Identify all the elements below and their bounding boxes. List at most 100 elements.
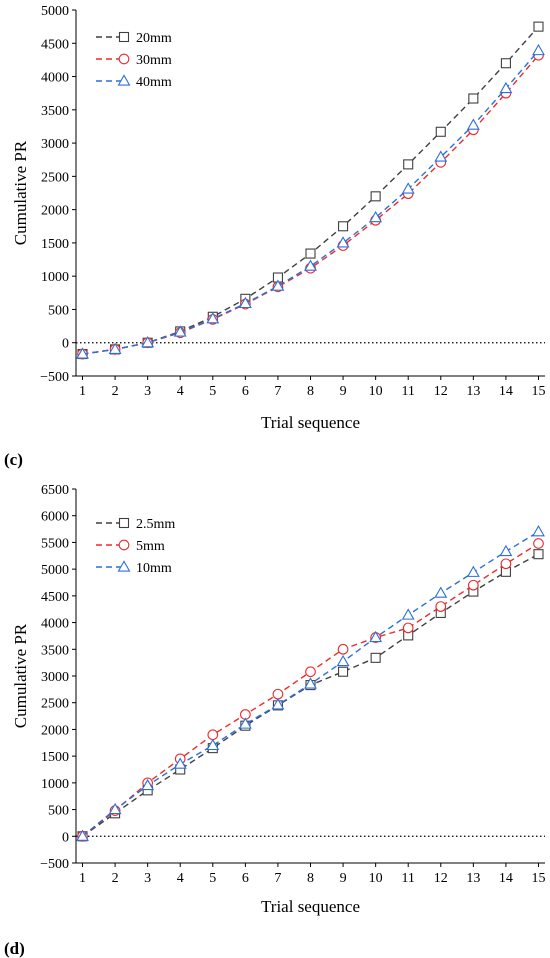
- x-tick-label: 11: [401, 384, 414, 399]
- data-point: [369, 630, 383, 643]
- x-tick-label: 1: [79, 384, 86, 399]
- x-tick-label: 8: [307, 871, 314, 886]
- data-point: [370, 652, 381, 663]
- x-tick-label: 5: [209, 871, 216, 886]
- data-point: [238, 296, 252, 309]
- y-tick-label: −500: [40, 857, 69, 872]
- data-point: [336, 236, 350, 248]
- x-tick-label: 7: [274, 871, 281, 886]
- x-tick-label: 2: [112, 871, 119, 886]
- y-tick-label: 6000: [41, 510, 69, 525]
- series-10mm: [76, 525, 545, 841]
- x-tick-label: 15: [531, 871, 545, 886]
- legend-label: 40mm: [136, 75, 172, 90]
- data-point: [108, 342, 122, 354]
- x-axis-title: Trial sequence: [261, 413, 360, 432]
- y-tick-label: −500: [40, 370, 69, 385]
- y-tick-label: 0: [62, 830, 69, 845]
- data-point: [206, 312, 220, 324]
- data-point: [338, 666, 349, 677]
- data-point: [76, 347, 89, 359]
- y-tick-label: 5500: [41, 536, 69, 551]
- data-point: [271, 698, 285, 710]
- data-point: [402, 622, 414, 634]
- y-tick-label: 2000: [41, 204, 69, 219]
- x-tick-label: 3: [144, 871, 151, 886]
- x-tick-label: 1: [79, 871, 86, 886]
- chart-panel-d: −500050010001500200025003000350040004500…: [4, 483, 545, 958]
- x-tick-label: 10: [369, 871, 383, 886]
- x-tick-label: 10: [369, 384, 383, 399]
- data-point: [173, 757, 187, 769]
- x-tick-label: 14: [499, 871, 513, 886]
- y-tick-label: 500: [48, 303, 69, 318]
- y-tick-label: 4500: [41, 590, 69, 605]
- data-point: [435, 126, 446, 137]
- x-tick-label: 7: [274, 384, 281, 399]
- legend-label: 5mm: [136, 539, 165, 554]
- chart-panel-c: −500050010001500200025003000350040004500…: [4, 4, 545, 469]
- x-tick-label: 2: [112, 384, 119, 399]
- legend-marker: [118, 539, 130, 551]
- legend-label: 30mm: [136, 53, 172, 68]
- legend-label: 20mm: [136, 31, 172, 46]
- y-tick-label: 2000: [41, 723, 69, 738]
- panel-label: (d): [4, 939, 25, 958]
- legend-marker: [117, 560, 131, 572]
- x-tick-label: 3: [144, 384, 151, 399]
- x-tick-label: 8: [307, 384, 314, 399]
- legend-marker: [118, 53, 130, 65]
- x-tick-label: 4: [177, 871, 184, 886]
- x-tick-label: 12: [434, 384, 448, 399]
- x-tick-label: 4: [177, 384, 184, 399]
- data-point: [305, 666, 316, 678]
- y-tick-label: 1000: [41, 270, 69, 285]
- y-tick-label: 500: [48, 804, 69, 819]
- x-tick-label: 6: [242, 384, 249, 399]
- y-tick-label: 5000: [41, 4, 69, 19]
- data-point: [468, 93, 479, 104]
- data-point: [500, 58, 511, 69]
- data-point: [337, 643, 349, 655]
- legend: 2.5mm 5mm 10mm: [96, 517, 175, 576]
- data-point: [304, 677, 317, 689]
- data-point: [434, 586, 448, 598]
- data-point: [499, 544, 513, 557]
- legend-label: 10mm: [136, 561, 172, 576]
- series-40mm: [76, 43, 545, 359]
- legend-marker: [118, 31, 130, 43]
- x-tick-label: 6: [242, 871, 249, 886]
- data-point: [533, 21, 544, 32]
- data-point: [304, 259, 317, 271]
- data-point: [305, 248, 316, 259]
- series-2.5mm: [77, 549, 544, 842]
- y-tick-label: 1500: [41, 237, 69, 252]
- y-tick-label: 4000: [41, 617, 69, 632]
- x-tick-label: 11: [401, 871, 414, 886]
- y-axis-title: Cumulative PR: [11, 140, 30, 245]
- y-tick-label: 1500: [41, 750, 69, 765]
- data-point: [499, 81, 513, 94]
- data-point: [173, 325, 187, 337]
- data-point: [207, 729, 219, 741]
- data-point: [238, 717, 252, 729]
- y-tick-label: 3000: [41, 670, 69, 685]
- y-tick-label: 4500: [41, 37, 69, 52]
- data-point: [532, 525, 545, 537]
- panel-label: (c): [4, 450, 23, 469]
- y-tick-label: 3500: [41, 104, 69, 119]
- legend-marker: [117, 74, 131, 86]
- data-point: [271, 279, 285, 291]
- data-point: [533, 538, 544, 549]
- data-point: [272, 688, 284, 700]
- y-tick-label: 3000: [41, 137, 69, 152]
- data-point: [467, 579, 479, 591]
- y-axis-title: Cumulative PR: [11, 623, 30, 728]
- data-point: [108, 802, 122, 815]
- legend: 20mm 30mm 40mm: [96, 31, 172, 90]
- y-tick-label: 3500: [41, 643, 69, 658]
- data-point: [466, 565, 480, 577]
- data-point: [336, 654, 350, 667]
- data-point: [141, 778, 155, 791]
- legend-marker: [118, 517, 130, 529]
